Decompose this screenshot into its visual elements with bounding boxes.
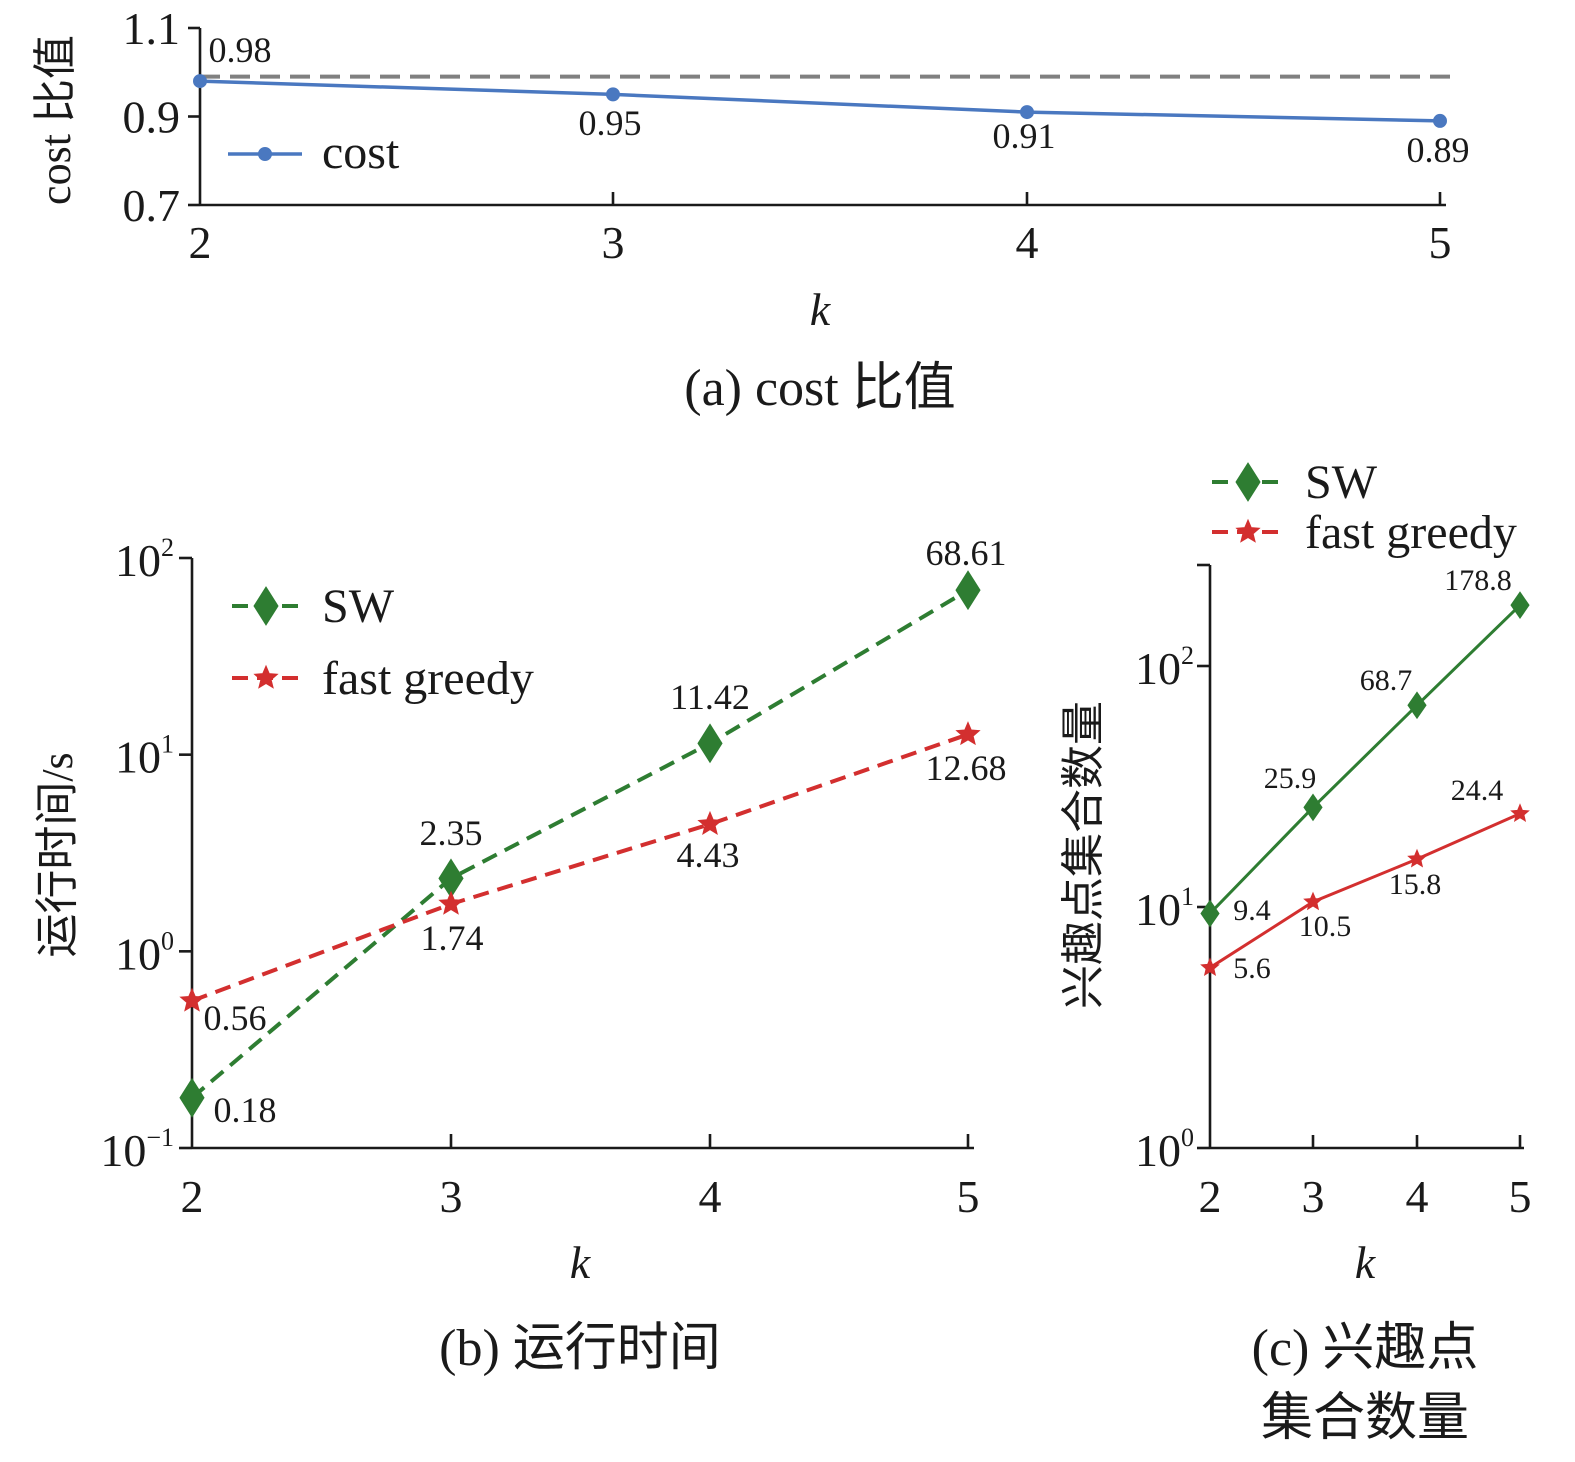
chart-b-sw-data-label: 68.61 — [926, 533, 1007, 573]
chart-b-x-tick-label: 5 — [957, 1171, 980, 1222]
chart-a-cost-point — [606, 87, 620, 102]
chart-b-sw-line — [190, 588, 970, 1100]
chart-c-y-tick-label: 101 — [1135, 882, 1194, 935]
chart-b-fast-greedy-point — [179, 987, 205, 1012]
chart-c-sw-line — [1208, 604, 1522, 915]
chart-a-x-tick-label: 2 — [189, 217, 212, 268]
chart-a-y-axis-title: cost 比值 — [31, 35, 80, 205]
chart-a-y-tick-label: 0.7 — [123, 180, 181, 231]
chart-c-x-axis-title: k — [1355, 1237, 1377, 1288]
chart-c-fast-greedy-data-label: 24.4 — [1451, 774, 1504, 807]
chart-a-cost-point — [1433, 113, 1447, 128]
chart-b-y-tick-label: 100 — [115, 926, 174, 979]
chart-a-cost-point — [193, 74, 207, 89]
chart-a-data-label: 0.95 — [579, 103, 642, 143]
chart-b-caption: (b) 运行时间 — [439, 1320, 721, 1377]
chart-b-fast-greedy-data-label: 4.43 — [677, 835, 740, 875]
chart-c-x-tick-label: 4 — [1406, 1171, 1429, 1222]
chart-b-x-tick-label: 2 — [181, 1171, 204, 1222]
chart-b-x-axis-title: k — [570, 1237, 592, 1288]
chart-a-x-tick-label: 5 — [1429, 217, 1452, 268]
chart-c-fast-greedy-point — [1510, 803, 1530, 822]
chart-a-y-tick-label: 0.9 — [123, 92, 181, 143]
chart-c-sw-point — [1303, 793, 1323, 822]
chart-a-data-label: 0.91 — [993, 116, 1056, 156]
chart-a-legend-marker — [258, 147, 272, 161]
chart-b-legend-fast-greedy-marker — [253, 664, 279, 689]
chart-b-y-tick-label: 101 — [115, 730, 174, 783]
chart-a: 0.7 0.9 1.1 2 3 4 5 0.98 0.95 0.91 0.89 cost cost 比值… — [31, 3, 1470, 417]
chart-b-y-axis-title: 运行时间/s — [33, 752, 82, 957]
chart-c-sw-point — [1407, 691, 1427, 720]
chart-c-legend-fast-greedy-marker — [1235, 518, 1261, 543]
chart-c-y-tick-label: 102 — [1135, 641, 1194, 694]
chart-b-x-tick-label: 4 — [699, 1171, 722, 1222]
chart-a-cost-line — [199, 79, 1441, 123]
chart-c-x-tick-label: 5 — [1509, 1171, 1532, 1222]
chart-b-y-tick-label: 10−1 — [100, 1123, 174, 1176]
chart-a-data-label: 0.98 — [209, 30, 272, 70]
chart-b: 10−1 100 101 102 2 3 4 5 0.18 2.35 11.42 68.61 0.56 1… — [33, 533, 1007, 1377]
chart-b-fast-greedy-data-label: 1.74 — [421, 918, 484, 958]
chart-c-caption-line-2: 集合数量 — [1261, 1390, 1469, 1447]
chart-c-legend-sw-marker — [1235, 462, 1261, 502]
chart-a-data-label: 0.89 — [1407, 130, 1470, 170]
chart-b-fast-greedy-point — [438, 890, 464, 915]
chart-c-fast-greedy-data-label: 15.8 — [1389, 868, 1442, 901]
chart-c-fast-greedy-point — [1407, 848, 1427, 868]
chart-a-x-axis-title: k — [810, 284, 832, 335]
chart-c-sw-data-label: 25.9 — [1264, 762, 1317, 795]
chart-b-legend-fast-greedy-label: fast greedy — [322, 652, 534, 705]
chart-b-y-tick-label: 102 — [115, 533, 174, 586]
chart-c-y-tick-label: 100 — [1135, 1123, 1194, 1176]
chart-c-sw-point — [1510, 591, 1530, 620]
chart-b-sw-data-label: 2.35 — [420, 813, 483, 853]
chart-a-legend-label: cost — [322, 126, 400, 179]
chart-b-sw-point — [697, 723, 723, 764]
chart-b-fast-greedy-line — [191, 732, 969, 1003]
chart-c-y-axis-title: 兴趣点集合数量 — [1059, 701, 1108, 1009]
chart-c-sw-data-label: 9.4 — [1233, 894, 1271, 927]
chart-b-fast-greedy-point — [697, 810, 723, 835]
chart-b-fast-greedy-data-label: 0.56 — [204, 998, 267, 1038]
chart-c-fast-greedy-line — [1209, 812, 1521, 969]
chart-b-sw-data-label: 11.42 — [670, 677, 750, 717]
chart-b-legend-sw-marker — [253, 586, 279, 626]
chart-b-sw-point — [179, 1077, 205, 1118]
chart-c-legend-sw-label: SW — [1305, 456, 1378, 509]
chart-c-fast-greedy-data-label: 5.6 — [1233, 952, 1271, 985]
chart-c: 100 101 102 2 3 4 5 9.4 25.9 68.7 178.8 5.6 10.5 15.8… — [1059, 456, 1532, 1447]
chart-c-sw-data-label: 68.7 — [1360, 664, 1413, 697]
chart-c-sw-point — [1200, 899, 1220, 928]
chart-a-x-tick-label: 4 — [1016, 217, 1039, 268]
chart-b-x-tick-label: 3 — [440, 1171, 463, 1222]
chart-b-fast-greedy-point — [955, 721, 981, 746]
chart-a-x-tick-label: 3 — [602, 217, 625, 268]
chart-c-legend-fast-greedy-label: fast greedy — [1305, 506, 1517, 559]
chart-c-sw-data-label: 178.8 — [1444, 564, 1512, 597]
chart-c-fast-greedy-data-label: 10.5 — [1299, 910, 1352, 943]
chart-b-fast-greedy-data-label: 12.68 — [926, 748, 1007, 788]
chart-c-x-tick-label: 2 — [1199, 1171, 1222, 1222]
chart-b-sw-data-label: 0.18 — [214, 1090, 277, 1130]
chart-a-caption: (a) cost 比值 — [684, 360, 955, 417]
chart-c-fast-greedy-point — [1303, 891, 1323, 911]
chart-c-caption-line-1: (c) 兴趣点 — [1252, 1320, 1479, 1377]
chart-b-legend-sw-label: SW — [322, 580, 395, 633]
chart-a-y-tick-label: 1.1 — [123, 3, 181, 54]
chart-a-cost-point — [1020, 105, 1034, 120]
chart-b-sw-point — [955, 570, 981, 611]
chart-c-x-tick-label: 3 — [1302, 1171, 1325, 1222]
chart-c-fast-greedy-point — [1200, 957, 1220, 977]
